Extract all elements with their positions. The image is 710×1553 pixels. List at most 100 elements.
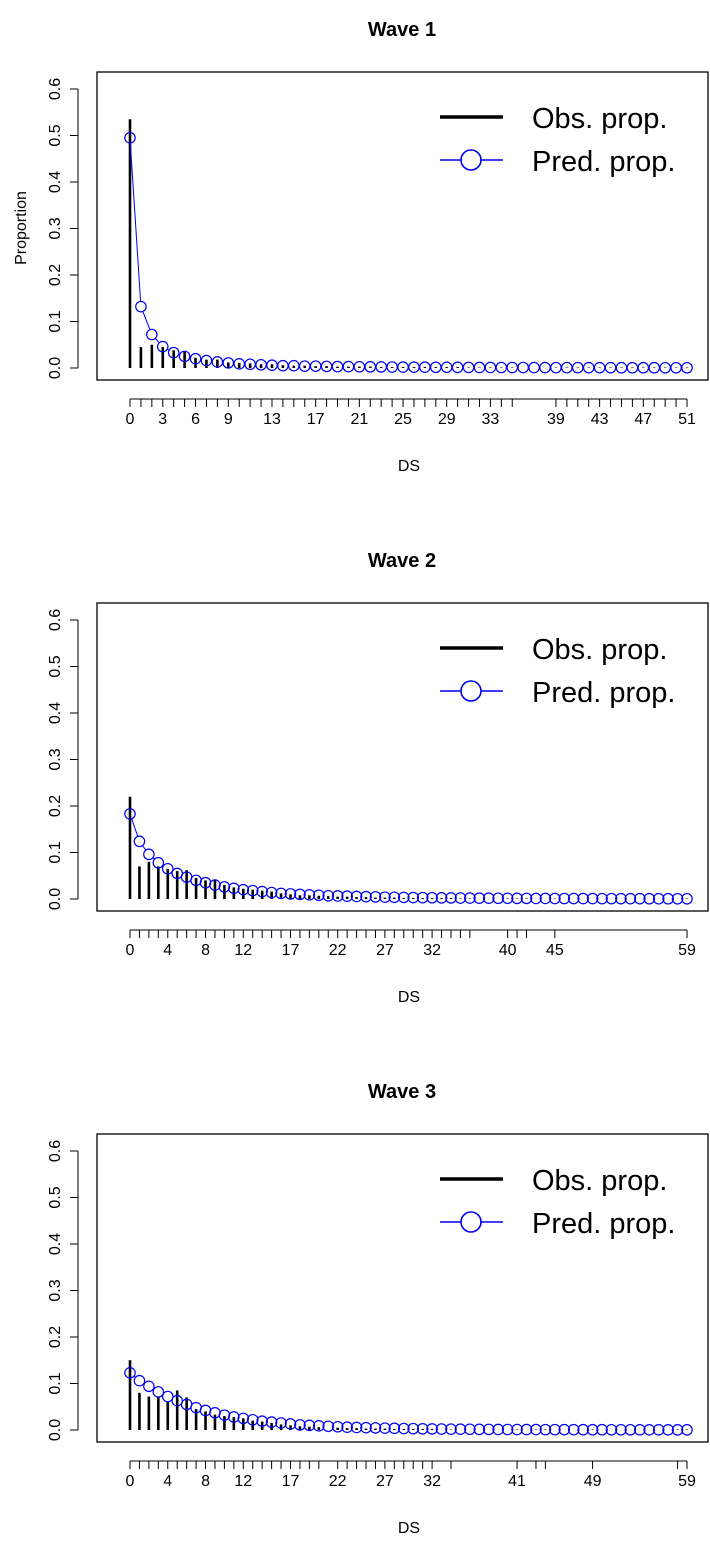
pred-point <box>511 1423 523 1436</box>
y-tick-label: 0.1 <box>47 1372 64 1394</box>
pred-segment <box>129 142 142 302</box>
pred-point <box>539 892 552 905</box>
pred-point <box>161 862 174 875</box>
pred-point <box>615 892 627 905</box>
pred-point <box>331 1420 344 1433</box>
pred-point <box>388 1422 401 1435</box>
pred-point <box>462 361 475 374</box>
pred-point <box>615 1423 627 1436</box>
pred-point <box>484 361 497 374</box>
x-tick-label: 21 <box>350 411 368 428</box>
x-tick-label: 25 <box>394 411 412 428</box>
pred-point <box>228 882 240 895</box>
pred-point <box>360 890 372 903</box>
pred-point <box>322 1420 335 1433</box>
pred-segment <box>131 818 139 837</box>
observed-bars <box>128 1360 689 1430</box>
y-tick-label: 0.1 <box>47 841 64 863</box>
pred-point <box>652 1424 665 1436</box>
x-tick-label: 32 <box>423 1473 441 1490</box>
pred-point <box>464 1423 476 1436</box>
x-tick-label: 43 <box>591 411 609 428</box>
pred-point <box>596 892 608 905</box>
x-tick-label: 4 <box>163 942 172 959</box>
pred-point <box>435 892 448 904</box>
x-tick-label: 0 <box>126 1473 135 1490</box>
x-tick-label: 0 <box>126 942 135 959</box>
pred-point <box>200 354 213 367</box>
pred-point <box>256 1415 268 1427</box>
legend-pred-label: Pred. prop. <box>532 1208 675 1240</box>
pred-point <box>156 340 169 353</box>
pred-point <box>445 892 457 904</box>
x-tick-label: 22 <box>329 1473 347 1490</box>
pred-point <box>558 1423 571 1436</box>
x-tick-label: 33 <box>482 411 500 428</box>
pred-point <box>265 1416 278 1428</box>
y-axis-label: Proportion <box>13 191 30 265</box>
pred-point <box>539 1423 552 1436</box>
pred-point <box>454 892 467 904</box>
pred-point <box>473 892 486 904</box>
pred-point <box>643 1424 656 1436</box>
pred-point <box>520 892 533 905</box>
chart-panel-3: Wave 3 0.0 0.1 0.2 0.3 0.4 0.5 0.6 0 4 8 12 17 22 27 32… <box>47 1081 709 1537</box>
pred-point <box>407 1422 420 1435</box>
y-tick-label: 0.5 <box>47 1186 64 1208</box>
pred-segment <box>142 845 147 851</box>
pred-point <box>388 891 401 904</box>
y-tick-label: 0.0 <box>47 888 64 910</box>
x-tick-label: 27 <box>376 942 394 959</box>
y-tick-label: 0.2 <box>47 1326 64 1348</box>
x-tick-label: 8 <box>201 1473 210 1490</box>
pred-point <box>464 892 476 904</box>
x-tick-label: 29 <box>438 411 456 428</box>
chart-panel-1: Wave 1 0.0 0.1 0.2 0.3 0.4 0.5 0.6 Proportion 0 3 6… <box>13 19 709 475</box>
pred-point <box>178 350 191 363</box>
pred-point <box>256 885 268 898</box>
observed-bars <box>128 119 689 368</box>
legend-obs-label: Obs. prop. <box>532 634 667 666</box>
pred-point <box>143 848 155 861</box>
pred-point <box>386 361 398 373</box>
x-tick-label: 17 <box>307 411 325 428</box>
pred-point <box>341 1421 353 1434</box>
pred-point <box>624 892 637 905</box>
pred-point <box>426 1423 438 1435</box>
pred-point <box>350 890 363 903</box>
pred-point <box>633 1424 646 1436</box>
y-tick-label: 0.1 <box>47 310 64 332</box>
plot-frame <box>96 71 709 381</box>
pred-point <box>135 300 147 313</box>
pred-point <box>143 1380 155 1393</box>
legend-obs-label: Obs. prop. <box>532 1165 667 1197</box>
pred-point <box>426 891 438 904</box>
pred-point <box>549 1423 561 1436</box>
pred-point <box>671 892 684 905</box>
legend-pred-label: Pred. prop. <box>532 677 675 709</box>
pred-point <box>237 1412 250 1425</box>
pred-point <box>189 352 202 365</box>
pred-point <box>294 888 306 901</box>
predicted-points <box>124 808 693 905</box>
x-tick-label: 32 <box>423 942 441 959</box>
y-tick-label: 0.5 <box>47 655 64 677</box>
pred-point <box>482 892 495 905</box>
x-tick-label: 9 <box>224 411 233 428</box>
pred-point <box>133 1374 146 1387</box>
pred-point <box>284 1418 297 1430</box>
predicted-points <box>124 132 693 374</box>
y-tick-label: 0.3 <box>47 1279 64 1301</box>
pred-point <box>558 892 571 905</box>
pred-point <box>605 892 618 905</box>
pred-point <box>342 360 355 373</box>
x-tick-label: 49 <box>584 1473 602 1490</box>
x-tick-label: 39 <box>547 411 565 428</box>
pred-point <box>662 892 674 905</box>
pred-point <box>577 892 589 905</box>
pred-point <box>495 361 508 374</box>
pred-point <box>369 1422 382 1434</box>
legend: Obs. prop. Pred. prop. <box>440 103 675 178</box>
pred-point <box>303 889 316 901</box>
y-tick-label: 0.4 <box>47 702 64 724</box>
